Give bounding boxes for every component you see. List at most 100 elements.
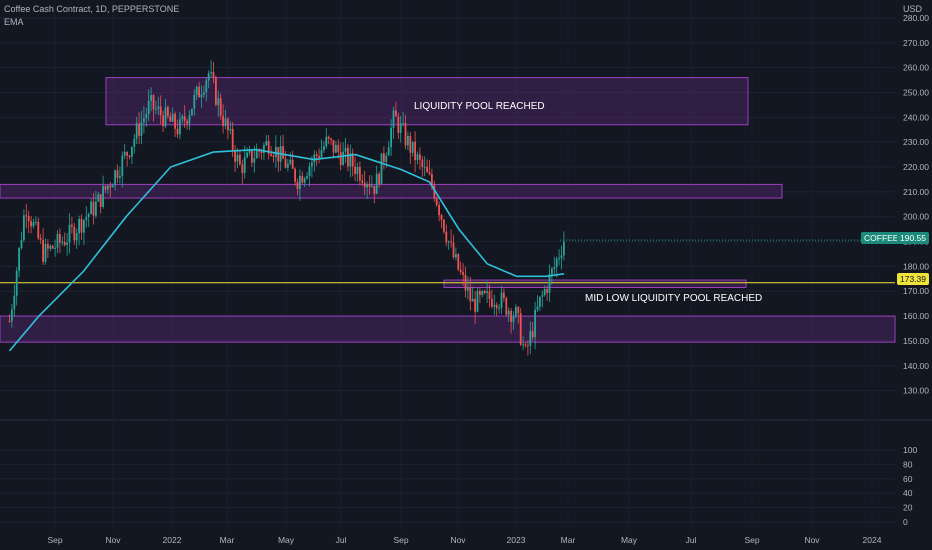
- candle-body: [459, 269, 462, 273]
- candle-body: [390, 127, 392, 148]
- candle-body: [464, 274, 467, 291]
- candle-body: [346, 147, 349, 167]
- lower-zone-label: MID LOW LIQUIDITY POOL REACHED: [585, 293, 763, 304]
- candle-body: [212, 71, 215, 79]
- candle-body: [85, 217, 88, 221]
- candle-body: [466, 287, 469, 291]
- candle-body: [157, 106, 160, 109]
- candle-body: [310, 162, 313, 167]
- liquidity-zone: [0, 183, 783, 199]
- time-tick-label: Nov: [804, 535, 820, 545]
- candle-body: [337, 144, 340, 153]
- candle-body: [171, 113, 174, 122]
- candle-body: [126, 152, 128, 156]
- candle-body: [296, 181, 299, 190]
- candle-body: [344, 147, 347, 152]
- candle-body: [104, 186, 107, 190]
- candle-body: [358, 166, 361, 181]
- candle-body: [250, 150, 253, 163]
- candle-body: [27, 216, 30, 222]
- candle-body: [531, 331, 534, 338]
- candle-body: [118, 176, 121, 178]
- candle-body: [426, 166, 428, 173]
- candle-body: [34, 221, 37, 223]
- candle-body: [97, 194, 100, 202]
- time-tick-label: Nov: [450, 535, 466, 545]
- candle-body: [529, 331, 532, 346]
- candle-body: [39, 238, 42, 240]
- candle-body: [512, 316, 515, 322]
- candle-body: [63, 241, 66, 245]
- candle-body: [361, 180, 364, 183]
- candle-body: [325, 136, 328, 147]
- candle-body: [274, 147, 277, 157]
- candle-body: [265, 141, 268, 146]
- candle-body: [416, 154, 419, 161]
- candle-body: [190, 108, 193, 116]
- candle-body: [217, 98, 220, 105]
- candle-body: [394, 110, 397, 117]
- candle-body: [320, 150, 323, 158]
- time-tick-label: Jul: [686, 535, 697, 545]
- candle-body: [116, 170, 119, 178]
- candle-body: [433, 185, 436, 199]
- candle-body: [332, 139, 335, 153]
- candle-body: [109, 185, 112, 188]
- currency-label: USD: [903, 4, 923, 14]
- candle-body: [536, 306, 539, 310]
- candle-body: [188, 115, 191, 124]
- candle-body: [469, 287, 472, 302]
- price-tick-label: 250.00: [903, 87, 929, 97]
- candle-body: [75, 233, 78, 241]
- time-tick-label: 2024: [863, 535, 882, 545]
- candle-body: [162, 115, 164, 127]
- candle-body: [70, 224, 73, 227]
- candle-body: [246, 152, 248, 158]
- candle-body: [370, 185, 373, 187]
- candle-body: [80, 218, 83, 233]
- candle-body: [10, 309, 13, 322]
- candle-body: [435, 198, 438, 205]
- candle-body: [366, 184, 368, 188]
- candle-body: [308, 166, 311, 177]
- candle-body: [140, 122, 143, 136]
- candle-body: [423, 166, 426, 168]
- candle-body: [234, 149, 236, 162]
- candle-body: [541, 294, 544, 297]
- ema-indicator-label[interactable]: EMA: [4, 17, 24, 27]
- candle-body: [18, 247, 20, 271]
- candle-body: [164, 107, 167, 127]
- volume-tick-label: 0: [903, 517, 908, 527]
- candle-body: [272, 155, 275, 157]
- candle-body: [351, 153, 354, 167]
- price-tick-label: 270.00: [903, 38, 929, 48]
- symbol-title[interactable]: Coffee Cash Contract, 1D, PEPPERSTONE: [4, 4, 180, 14]
- candle-body: [560, 255, 563, 258]
- candle-body: [106, 185, 109, 190]
- candle-body: [334, 144, 337, 153]
- candle-body: [20, 240, 23, 248]
- candle-body: [142, 118, 145, 123]
- candle-body: [327, 136, 330, 139]
- volume-tick-label: 40: [903, 488, 913, 498]
- candle-body: [205, 80, 208, 93]
- candle-body: [392, 110, 395, 128]
- candle-body: [315, 154, 318, 157]
- symbol-tag: COFFEE: [861, 232, 902, 244]
- candle-body: [399, 123, 402, 133]
- candle-body: [121, 155, 124, 177]
- candle-body: [368, 184, 371, 187]
- candle-body: [322, 146, 325, 151]
- candle-body: [154, 108, 157, 110]
- candle-body: [123, 152, 126, 156]
- candle-body: [138, 123, 140, 136]
- candle-body: [498, 307, 500, 309]
- candle-body: [284, 158, 287, 168]
- candle-body: [111, 185, 114, 188]
- candle-body: [447, 241, 450, 243]
- price-tick-label: 280.00: [903, 13, 929, 23]
- candle-body: [58, 233, 61, 243]
- candle-body: [474, 298, 476, 312]
- candle-body: [87, 214, 90, 218]
